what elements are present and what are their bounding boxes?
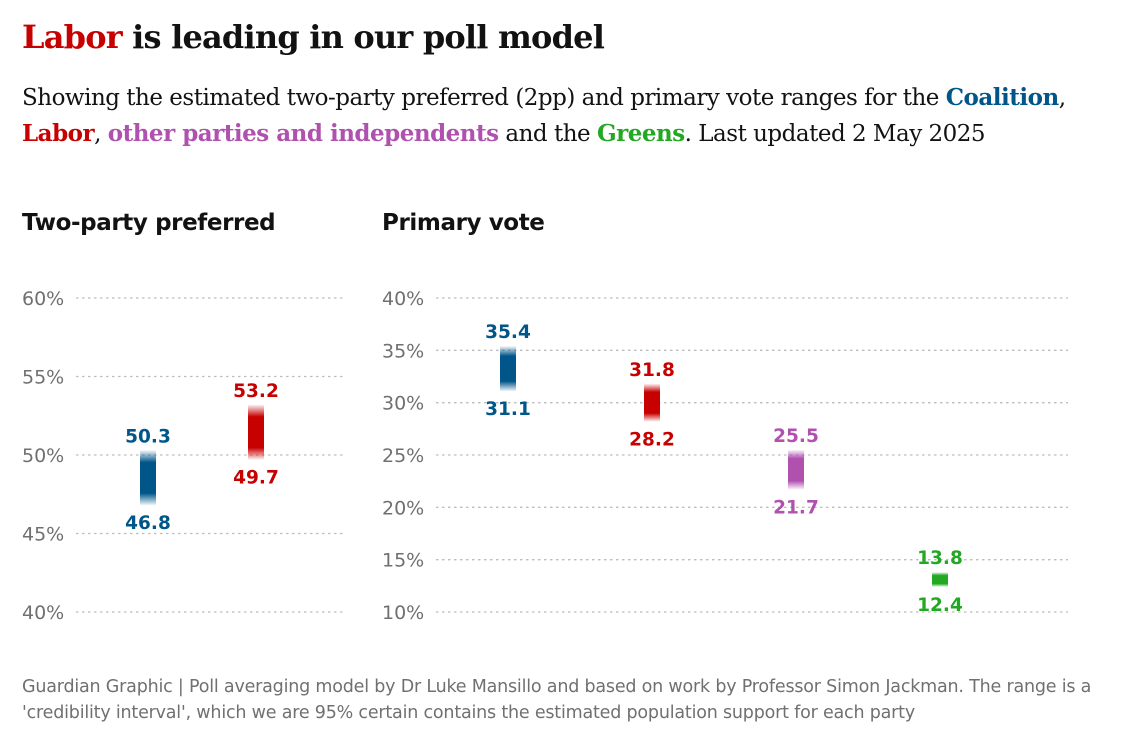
panel-title-primary: Primary vote — [382, 210, 545, 236]
source-note: Guardian Graphic | Poll averaging model … — [22, 677, 1092, 723]
low-label-coalition: 31.1 — [485, 399, 531, 420]
chart-title: Labor is leading in our poll model — [22, 18, 605, 56]
subtitle-sep1: , — [1058, 85, 1066, 111]
range-bar-coalition — [140, 450, 156, 506]
y-tick-label: 10% — [382, 602, 424, 624]
chart-canvas: 40% 45% 50% 55% 60% 50.3 46.8 53.2 49.7 10% 15% 20%… — [22, 288, 1068, 624]
title-rest: is leading in our poll model — [121, 18, 605, 56]
y-tick-label: 35% — [382, 340, 424, 362]
low-label-labor: 28.2 — [629, 430, 675, 451]
y-tick-label: 30% — [382, 393, 424, 415]
subtitle-others: other parties and independents — [107, 120, 499, 147]
subtitle-part1: Showing the estimated two-party preferre… — [22, 85, 946, 111]
high-label-others: 25.5 — [773, 426, 819, 447]
high-label-greens: 13.8 — [917, 548, 963, 569]
y-tick-label: 60% — [22, 288, 64, 310]
low-label-coalition: 46.8 — [125, 513, 171, 534]
panel-title-2pp: Two-party preferred — [22, 210, 276, 236]
range-bar-coalition — [500, 346, 516, 392]
y-tick-label: 50% — [22, 445, 64, 467]
y-tick-label: 15% — [382, 550, 424, 572]
range-bar-labor — [248, 404, 264, 460]
subtitle-sep2: , — [94, 121, 108, 147]
high-label-labor: 53.2 — [233, 381, 279, 402]
subtitle-labor: Labor — [22, 120, 95, 147]
subtitle-coalition: Coalition — [945, 84, 1059, 111]
y-tick-label: 25% — [382, 445, 424, 467]
high-label-coalition: 35.4 — [485, 322, 531, 343]
y-tick-label: 40% — [22, 602, 64, 624]
subtitle-part2: and the — [498, 121, 597, 147]
subtitle-part3: . Last updated 2 May 2025 — [684, 121, 986, 147]
y-tick-label: 45% — [22, 524, 64, 546]
high-label-coalition: 50.3 — [125, 426, 171, 447]
high-label-labor: 31.8 — [629, 360, 675, 381]
range-bar-greens — [932, 572, 948, 587]
y-tick-label: 55% — [22, 367, 64, 389]
title-highlight: Labor — [22, 18, 123, 56]
low-label-greens: 12.4 — [917, 595, 963, 616]
y-tick-label: 20% — [382, 497, 424, 519]
y-tick-label: 40% — [382, 288, 424, 310]
low-label-others: 21.7 — [773, 498, 819, 519]
chart-subtitle: Showing the estimated two-party preferre… — [22, 80, 1122, 152]
range-bar-labor — [644, 383, 660, 422]
range-bar-others — [788, 449, 804, 490]
low-label-labor: 49.7 — [233, 468, 279, 489]
subtitle-greens: Greens — [596, 120, 685, 147]
